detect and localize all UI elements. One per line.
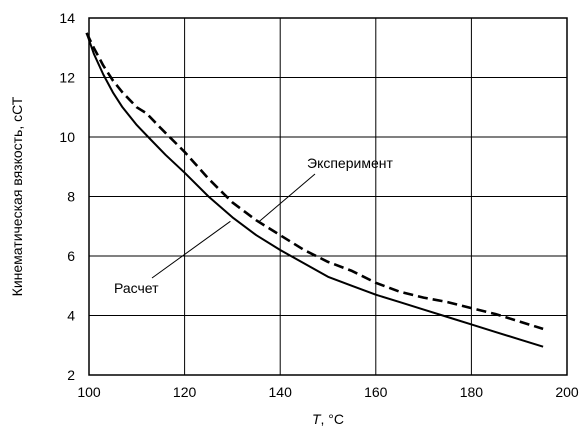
y-axis-title: Кинематическая вязкость, сСТ <box>9 96 25 296</box>
x-tick-label: 180 <box>460 384 484 400</box>
y-tick-labels: 2 4 6 8 10 12 14 <box>59 10 75 383</box>
x-axis-variable: T <box>312 411 322 427</box>
annotation-calculation: Расчет <box>114 280 159 296</box>
grid <box>88 17 568 376</box>
series-line-0 <box>85 32 544 331</box>
y-tick-label: 14 <box>59 10 75 26</box>
annotation-leader-calculation <box>151 220 231 279</box>
annotation-experiment: Эксперимент <box>307 155 393 171</box>
y-tick-label: 8 <box>67 189 75 205</box>
x-axis-title: T, °C <box>312 411 344 427</box>
series-layer <box>85 32 544 348</box>
y-tick-label: 10 <box>59 129 75 145</box>
annotation-leader-experiment <box>257 173 316 223</box>
plot-frame <box>88 17 568 376</box>
x-axis-unit: , °C <box>321 411 345 427</box>
y-tick-label: 4 <box>67 308 75 324</box>
x-tick-labels: 100 120 140 160 180 200 <box>77 384 579 400</box>
x-tick-label: 160 <box>364 384 388 400</box>
x-tick-label: 140 <box>269 384 293 400</box>
y-tick-label: 12 <box>59 70 75 86</box>
x-tick-label: 100 <box>77 384 101 400</box>
y-tick-label: 6 <box>67 248 75 264</box>
x-tick-label: 120 <box>173 384 197 400</box>
y-tick-label: 2 <box>67 367 75 383</box>
x-tick-label: 200 <box>555 384 579 400</box>
series-line-1 <box>85 32 544 348</box>
